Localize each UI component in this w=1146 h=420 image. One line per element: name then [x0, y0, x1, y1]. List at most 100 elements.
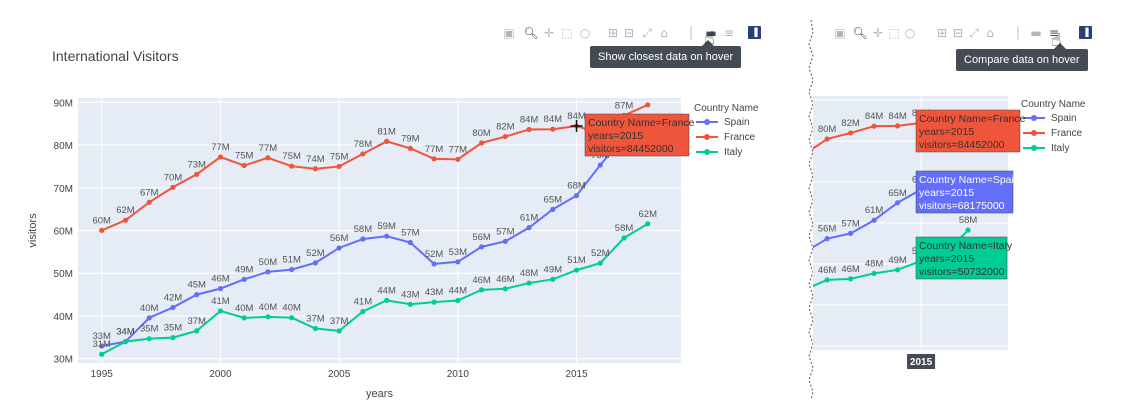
zoom-in-icon[interactable]: ⊞	[607, 26, 619, 40]
legend-marker	[704, 149, 710, 155]
data-label-spain: 34M	[116, 327, 135, 338]
data-label-france: 73M	[187, 159, 206, 170]
lasso-icon[interactable]: ○	[579, 26, 591, 40]
data-point-france	[384, 138, 390, 144]
data-point-spain	[407, 239, 413, 246]
box-select-icon[interactable]: ⬚	[888, 26, 900, 40]
data-point-spain	[847, 230, 854, 236]
y-tick-label: 30M	[54, 355, 73, 366]
hover-label-italy-line: visitors=50732000	[919, 266, 1005, 278]
box-select-icon[interactable]: ⬚	[561, 26, 573, 40]
zoom-out-icon[interactable]: ⊟	[623, 26, 635, 40]
x-tick-label: 2000	[209, 369, 232, 380]
legend-marker	[1031, 115, 1037, 121]
data-point-italy	[894, 267, 901, 273]
modebar-tooltip: Show closest data on hover	[590, 40, 742, 68]
data-point-france	[550, 126, 556, 132]
data-label-italy: 44M	[377, 285, 396, 296]
data-point-italy	[431, 299, 437, 305]
autoscale-icon[interactable]: ⤢	[642, 26, 652, 40]
hand-cursor-icon: ☝	[1051, 30, 1062, 51]
data-label-italy: 40M	[282, 303, 301, 314]
data-point-italy	[455, 297, 461, 304]
data-point-france	[824, 136, 830, 142]
data-label-italy: 58M	[615, 223, 634, 234]
lasso-icon[interactable]: ○	[904, 26, 916, 40]
modebar: ▣ 🔍︎ ✛ ⬚ ○ ⊞ ⊟ ⤢ ⌂ ⸽ ▬ ≡ ▐	[831, 24, 1101, 44]
data-label-spain: 49M	[235, 264, 254, 275]
data-label-france: 89M	[639, 90, 658, 101]
data-point-spain	[894, 200, 901, 206]
data-point-france	[455, 156, 461, 162]
data-point-france	[360, 151, 366, 157]
legend: Country Name Spain France Italy	[1021, 99, 1086, 154]
camera-icon[interactable]: ▣	[503, 26, 515, 40]
compare-hover-icon[interactable]: ≡	[723, 26, 735, 40]
plotly-logo-icon[interactable]: ▐	[1079, 26, 1092, 39]
data-point-italy	[194, 328, 200, 334]
data-point-spain	[550, 206, 556, 212]
chart-title: International Visitors	[52, 48, 179, 64]
toggle-spike-icon[interactable]: ⸽	[1016, 26, 1020, 40]
data-label-italy: 35M	[164, 323, 183, 334]
data-label-france: 77M	[211, 142, 230, 153]
data-label-italy: 37M	[330, 316, 349, 327]
hand-cursor-icon: ☝	[704, 28, 715, 49]
legend-item-france: France	[1051, 128, 1083, 139]
data-point-france	[502, 133, 508, 140]
chart-svg[interactable]: 30M 40M 50M 60M 70M 80M 90M 1995 2000 2005 2010 201…	[0, 0, 790, 420]
closest-hover-icon[interactable]: ▬	[1030, 26, 1042, 40]
zoom-in-icon[interactable]: ⊞	[936, 26, 948, 40]
data-label-spain: 57M	[841, 218, 860, 229]
data-label-france: 77M	[425, 144, 444, 155]
data-label-spain: 33M	[92, 331, 111, 342]
camera-icon[interactable]: ▣	[834, 26, 846, 40]
series-line-spain	[813, 188, 922, 249]
data-label-france: 84M	[865, 111, 884, 122]
chart-svg[interactable]: 33M34M40M42M45M46M49M50M51M52M56M58M59M5…	[813, 0, 1146, 420]
y-tick-label: 90M	[54, 98, 73, 109]
data-label-spain: 53M	[449, 247, 468, 258]
zoom-icon[interactable]: 🔍︎	[523, 26, 539, 40]
zoom-out-icon[interactable]: ⊟	[952, 26, 964, 40]
data-label-france: 80M	[472, 128, 491, 139]
data-point-spain	[431, 261, 437, 267]
torn-edge-divider	[808, 20, 814, 400]
autoscale-icon[interactable]: ⤢	[969, 26, 979, 40]
data-point-italy	[871, 270, 877, 276]
data-point-italy	[384, 297, 390, 303]
data-point-spain	[336, 245, 342, 251]
zoom-icon[interactable]: 🔍︎	[852, 26, 868, 40]
pan-icon[interactable]: ✛	[872, 26, 884, 40]
data-label-italy: 58M	[959, 215, 978, 226]
data-label-france: 84M	[888, 111, 907, 122]
data-label-italy: 48M	[865, 258, 884, 269]
compare-hover-icon[interactable]: ≡	[1048, 26, 1060, 40]
plotly-logo-icon[interactable]: ▐	[748, 26, 761, 39]
data-label-france: 67M	[140, 187, 159, 198]
reset-axes-icon[interactable]: ⌂	[660, 26, 668, 40]
data-point-france	[99, 227, 105, 233]
data-point-spain	[526, 225, 532, 231]
data-point-france	[645, 102, 651, 108]
series-line-france	[101, 103, 649, 232]
data-label-spain: 57M	[401, 228, 420, 239]
data-label-italy: 40M	[235, 303, 254, 314]
data-point-spain	[824, 236, 830, 242]
legend-title: Country Name	[694, 103, 759, 114]
pan-icon[interactable]: ✛	[543, 26, 555, 40]
reset-axes-icon[interactable]: ⌂	[986, 26, 994, 40]
data-label-spain: 57M	[496, 226, 515, 237]
closest-hover-icon[interactable]: ▬	[705, 26, 717, 40]
toggle-spike-icon[interactable]: ⸽	[689, 26, 693, 40]
data-label-spain: 46M	[211, 274, 230, 285]
data-label-italy: 46M	[818, 265, 837, 276]
hover-label-line: Country Name=France	[588, 117, 695, 129]
legend-item-italy: Italy	[1051, 143, 1069, 154]
data-point-france	[170, 184, 176, 190]
data-point-spain	[597, 162, 603, 168]
data-label-france: 75M	[235, 151, 254, 162]
data-point-spain	[312, 260, 319, 266]
data-point-italy	[573, 267, 580, 273]
data-label-italy: 37M	[187, 316, 206, 327]
